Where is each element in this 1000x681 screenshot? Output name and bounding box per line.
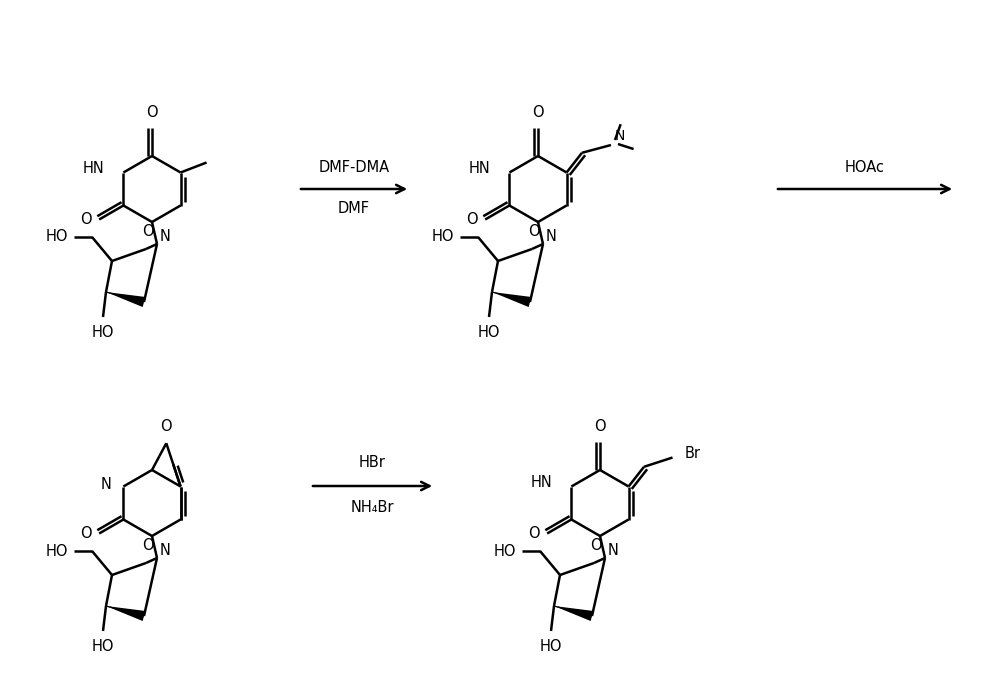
Text: N: N [615,129,625,143]
Text: O: O [590,538,602,553]
Text: O: O [160,419,172,434]
Text: HO: HO [478,325,500,340]
Text: O: O [594,419,606,434]
Text: N: N [160,543,171,558]
Text: O: O [81,212,92,227]
Text: O: O [467,212,478,227]
Text: HN: HN [83,161,104,176]
Text: HO: HO [540,639,562,654]
Text: DMF: DMF [338,202,370,217]
Polygon shape [106,606,145,621]
Text: N: N [160,229,171,244]
Text: HN: HN [469,161,490,176]
Text: O: O [532,105,544,120]
Text: HO: HO [46,543,68,558]
Text: HOAc: HOAc [845,159,885,174]
Text: DMF-DMA: DMF-DMA [318,159,390,174]
Polygon shape [106,292,145,307]
Text: N: N [101,477,111,492]
Text: HO: HO [432,229,454,244]
Text: O: O [81,526,92,541]
Text: HN: HN [531,475,552,490]
Text: HO: HO [494,543,516,558]
Text: Br: Br [685,446,701,461]
Polygon shape [492,292,531,307]
Text: HO: HO [46,229,68,244]
Text: O: O [529,526,540,541]
Text: HO: HO [92,639,114,654]
Text: O: O [142,538,154,553]
Polygon shape [554,606,593,621]
Text: O: O [142,224,154,239]
Text: N: N [608,543,619,558]
Text: NH₄Br: NH₄Br [350,501,394,516]
Text: HO: HO [92,325,114,340]
Text: O: O [528,224,540,239]
Text: N: N [546,229,557,244]
Text: O: O [146,105,158,120]
Text: HBr: HBr [359,456,385,471]
